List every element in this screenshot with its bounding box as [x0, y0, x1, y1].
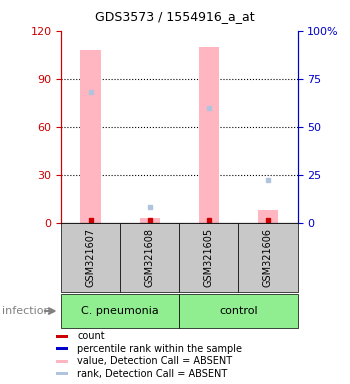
FancyBboxPatch shape: [61, 223, 120, 292]
Bar: [56, 360, 68, 363]
Bar: [198, 47, 219, 223]
FancyBboxPatch shape: [61, 294, 180, 328]
FancyBboxPatch shape: [238, 223, 298, 292]
Text: percentile rank within the sample: percentile rank within the sample: [77, 344, 242, 354]
Text: GDS3573 / 1554916_a_at: GDS3573 / 1554916_a_at: [95, 10, 255, 23]
FancyBboxPatch shape: [180, 223, 238, 292]
Bar: [258, 210, 278, 223]
Text: rank, Detection Call = ABSENT: rank, Detection Call = ABSENT: [77, 369, 227, 379]
Text: GSM321608: GSM321608: [145, 228, 155, 287]
Bar: [56, 372, 68, 376]
Text: GSM321606: GSM321606: [263, 228, 273, 287]
Text: GSM321607: GSM321607: [86, 228, 96, 287]
FancyBboxPatch shape: [120, 223, 180, 292]
Text: GSM321605: GSM321605: [204, 228, 214, 287]
Bar: [140, 218, 160, 223]
Text: C. pneumonia: C. pneumonia: [82, 306, 159, 316]
Text: control: control: [219, 306, 258, 316]
FancyBboxPatch shape: [180, 294, 298, 328]
Bar: [56, 335, 68, 338]
Bar: [80, 50, 101, 223]
Text: infection: infection: [2, 306, 50, 316]
Bar: [56, 348, 68, 351]
Text: value, Detection Call = ABSENT: value, Detection Call = ABSENT: [77, 356, 232, 366]
Text: count: count: [77, 331, 105, 341]
